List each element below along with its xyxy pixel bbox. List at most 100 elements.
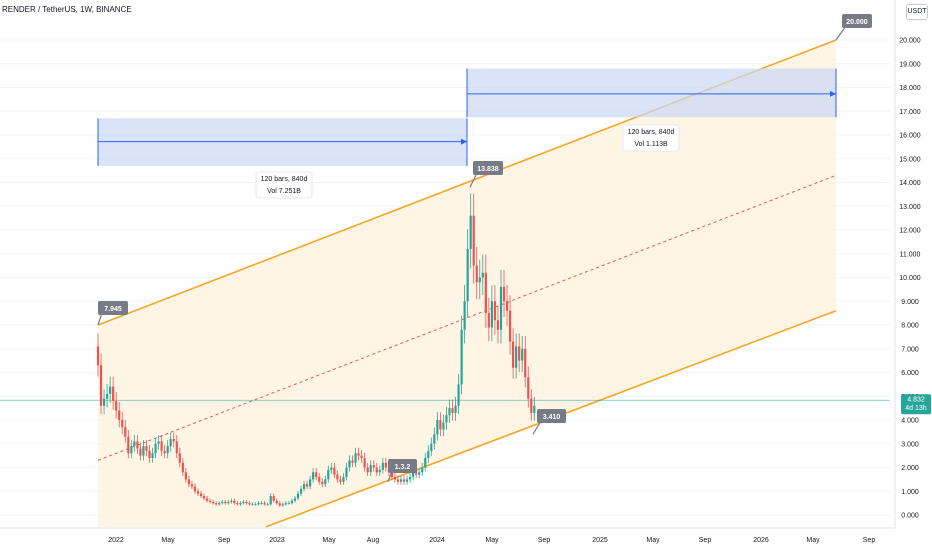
x-tick-label: 2022 xyxy=(108,537,124,544)
candle-body xyxy=(221,501,224,504)
chart-title: RENDER / TetherUS, 1W, BINANCE xyxy=(2,5,132,14)
candle-body xyxy=(466,249,469,302)
candle-body xyxy=(133,441,136,447)
y-tick-label: 13.000 xyxy=(899,204,921,211)
candle-body xyxy=(493,301,497,321)
currency-unit-button[interactable]: USDT xyxy=(906,4,928,20)
callout-7945-value: 7.945 xyxy=(104,306,122,313)
y-tick-label: 19.000 xyxy=(899,61,921,68)
candle-body xyxy=(130,446,133,454)
current-price-countdown: 4d 13h xyxy=(905,405,927,412)
range-2-volume: Vol 1.113B xyxy=(634,141,668,148)
candle-body xyxy=(272,496,275,501)
candle-body xyxy=(199,493,203,496)
y-tick-label: 8.000 xyxy=(901,323,919,330)
candle-body xyxy=(269,496,272,505)
candle-body xyxy=(299,488,303,494)
range-2-label-box xyxy=(622,124,680,152)
candle-body xyxy=(239,503,242,505)
range-boxes-layer: 120 bars, 840d Vol 7.251B 120 bars, 840d Vo… xyxy=(97,68,837,199)
x-tick-label: May xyxy=(646,537,660,544)
candle-body xyxy=(421,467,424,473)
x-tick-label: May xyxy=(161,537,175,544)
candle-body xyxy=(181,462,184,473)
range-2-label: 120 bars, 840d xyxy=(628,129,675,136)
candle-body xyxy=(115,401,118,411)
candle-body xyxy=(127,436,130,454)
range-1-label-box xyxy=(255,171,313,199)
candle-body xyxy=(263,503,266,505)
candle-body xyxy=(515,346,518,368)
candle-body xyxy=(487,313,490,328)
candle-body xyxy=(496,320,500,330)
range-1-arrow-head xyxy=(461,138,467,145)
x-tick-label: 2023 xyxy=(269,537,285,544)
candle-body xyxy=(145,446,148,451)
candle-body xyxy=(139,448,142,456)
candle-body xyxy=(327,469,330,480)
candle-body xyxy=(502,287,506,302)
candle-body xyxy=(457,384,460,406)
candle-body xyxy=(287,503,290,504)
candle-body xyxy=(442,422,445,430)
candle-body xyxy=(433,434,436,444)
callout-20000-box xyxy=(842,14,872,28)
candle-body xyxy=(354,453,357,463)
candle-body xyxy=(305,484,309,487)
price-axis[interactable]: 0.0001.0002.0003.0004.0005.0006.0007.000… xyxy=(894,0,931,528)
candle-body xyxy=(278,503,281,506)
candle-body xyxy=(196,491,200,494)
candle-body xyxy=(360,455,363,458)
candle-body xyxy=(390,472,394,477)
candle-body xyxy=(430,443,433,451)
range-1-label: 120 bars, 840d xyxy=(261,176,308,183)
candle-body xyxy=(266,504,269,506)
candle-body xyxy=(281,504,284,506)
candle-body xyxy=(142,446,145,456)
candle-body xyxy=(136,441,139,449)
candle-body xyxy=(157,441,160,444)
candle-body xyxy=(102,398,106,406)
candle-body xyxy=(481,272,484,278)
candle-body xyxy=(408,477,412,480)
y-tick-label: 11.000 xyxy=(900,251,921,258)
candle-body xyxy=(499,287,503,330)
callout-low-value: 1.3.2 xyxy=(395,464,411,471)
x-tick-label: 2025 xyxy=(592,537,608,544)
candle-body xyxy=(384,462,387,468)
candle-body xyxy=(302,484,306,489)
candle-body xyxy=(318,477,321,482)
candle-body xyxy=(315,472,318,477)
candle-body xyxy=(312,472,315,480)
candle-body xyxy=(172,439,175,442)
candle-body xyxy=(436,420,439,435)
y-tick-label: 10.000 xyxy=(899,275,921,282)
candles-layer xyxy=(96,193,536,507)
candle-body xyxy=(242,501,245,504)
x-tick-label: 2024 xyxy=(429,537,445,544)
y-tick-label: 4.000 xyxy=(901,418,919,425)
callouts-layer: 7.945 13.838 1.3.2 3.410 20.000 xyxy=(97,14,872,482)
time-axis[interactable]: 2022 May Sep 2023 May Aug 2024 May Sep 2025 May Sep… xyxy=(0,527,895,544)
candle-body xyxy=(508,310,512,342)
candle-body xyxy=(212,501,215,504)
candle-body xyxy=(336,474,339,480)
candle-body xyxy=(381,462,384,470)
candle-body xyxy=(405,479,409,482)
y-tick-label: 18.000 xyxy=(899,85,921,92)
candle-body xyxy=(209,500,212,502)
callout-7945-box xyxy=(98,301,128,315)
x-tick-label: Sep xyxy=(218,537,231,544)
callout-13838-box xyxy=(473,161,503,175)
candle-body xyxy=(472,215,475,266)
x-tick-label: May xyxy=(322,537,336,544)
current-price-value: 4.832 xyxy=(907,397,925,404)
candle-body xyxy=(375,467,378,473)
candle-body xyxy=(121,420,124,428)
candle-body xyxy=(369,465,372,473)
candle-body xyxy=(333,467,336,475)
x-tick-label: May xyxy=(485,537,499,544)
candle-body xyxy=(366,467,369,473)
candle-body xyxy=(175,441,178,454)
